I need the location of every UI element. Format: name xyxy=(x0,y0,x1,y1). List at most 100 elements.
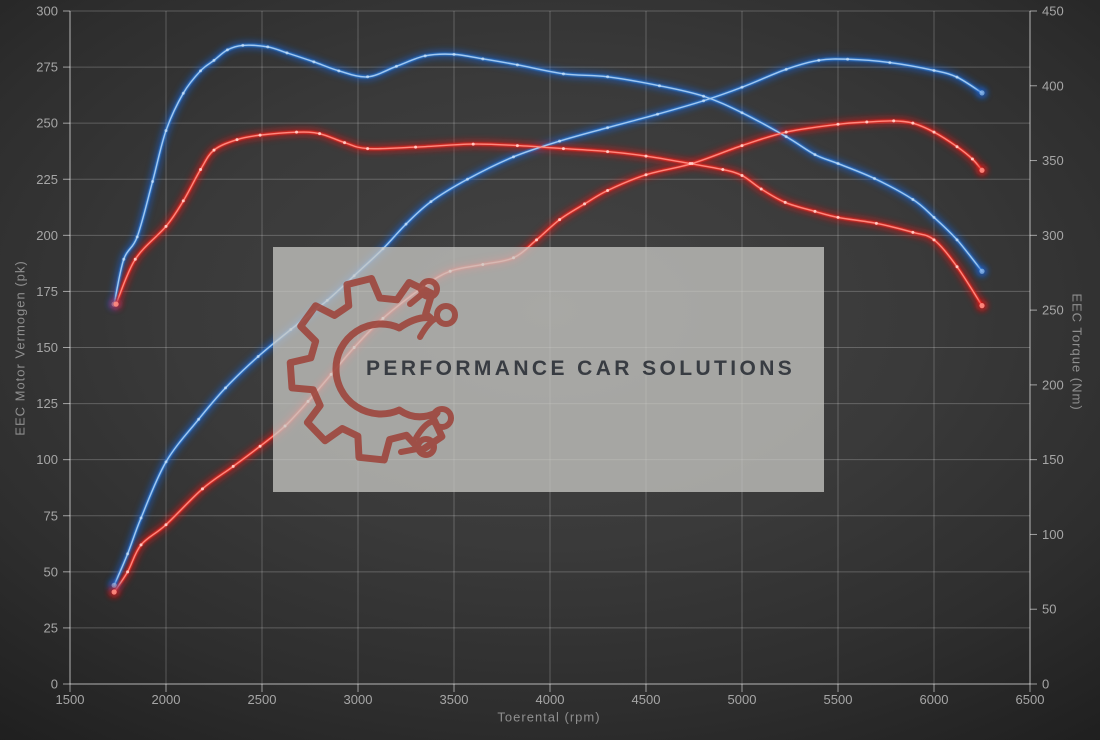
svg-text:25: 25 xyxy=(44,620,58,635)
data-point xyxy=(135,235,139,239)
svg-text:3000: 3000 xyxy=(344,692,373,707)
data-point xyxy=(512,155,516,159)
data-point xyxy=(241,43,245,47)
data-point xyxy=(955,238,959,242)
data-point xyxy=(979,303,985,309)
data-point xyxy=(164,460,168,464)
svg-text:0: 0 xyxy=(1042,677,1049,692)
data-point xyxy=(740,144,744,148)
data-point xyxy=(366,75,370,79)
data-point xyxy=(813,153,817,157)
svg-text:250: 250 xyxy=(36,116,58,131)
data-point xyxy=(133,257,137,261)
axes xyxy=(63,10,1037,692)
data-point xyxy=(932,130,936,134)
data-point xyxy=(225,48,229,52)
data-point xyxy=(644,173,648,177)
svg-text:100: 100 xyxy=(36,452,58,467)
data-point xyxy=(813,209,817,213)
data-point xyxy=(784,67,788,71)
data-point xyxy=(606,150,610,154)
data-point xyxy=(688,162,692,166)
data-point xyxy=(558,139,562,143)
svg-text:300: 300 xyxy=(1042,228,1064,243)
data-point xyxy=(979,268,985,274)
data-point xyxy=(846,57,850,61)
data-point xyxy=(235,138,239,142)
data-point xyxy=(285,51,289,55)
data-point xyxy=(111,589,117,595)
data-point xyxy=(139,516,143,520)
data-point xyxy=(583,202,587,206)
svg-text:200: 200 xyxy=(1042,377,1064,392)
data-point xyxy=(955,265,959,269)
data-point xyxy=(740,111,744,115)
data-point xyxy=(181,199,185,203)
x-axis-title: Toerental (rpm) xyxy=(497,709,601,725)
svg-text:350: 350 xyxy=(1042,153,1064,168)
data-point xyxy=(979,90,985,96)
data-point xyxy=(561,147,565,151)
data-point xyxy=(606,188,610,192)
svg-text:150: 150 xyxy=(36,340,58,355)
data-point xyxy=(759,187,763,191)
data-point xyxy=(122,257,126,261)
data-point xyxy=(212,58,216,62)
data-point xyxy=(465,177,469,181)
svg-text:225: 225 xyxy=(36,172,58,187)
data-point xyxy=(318,132,322,136)
data-point xyxy=(606,126,610,130)
data-point xyxy=(817,58,821,62)
svg-text:175: 175 xyxy=(36,284,58,299)
data-point xyxy=(702,99,706,103)
data-point xyxy=(337,69,341,73)
data-point xyxy=(836,162,840,166)
tick-labels: 0255075100125150175200225250275300050100… xyxy=(36,4,1063,708)
data-point xyxy=(911,230,915,234)
data-point xyxy=(740,85,744,89)
data-point xyxy=(740,174,744,178)
svg-text:0: 0 xyxy=(51,677,58,692)
data-point xyxy=(423,54,427,58)
svg-text:125: 125 xyxy=(36,396,58,411)
watermark-text: PERFORMANCE CAR SOLUTIONS xyxy=(366,357,796,380)
data-point xyxy=(606,75,610,79)
data-point xyxy=(266,45,270,49)
data-point xyxy=(784,135,788,139)
svg-text:400: 400 xyxy=(1042,78,1064,93)
data-point xyxy=(258,444,262,448)
data-point xyxy=(414,145,418,149)
svg-text:2500: 2500 xyxy=(248,692,277,707)
data-point xyxy=(535,238,539,242)
data-point xyxy=(784,130,788,134)
data-point xyxy=(911,197,915,201)
curve-torque-red-core xyxy=(115,131,983,307)
data-point xyxy=(164,224,168,228)
data-point xyxy=(888,61,892,65)
data-point xyxy=(224,386,228,390)
data-point xyxy=(258,133,262,137)
svg-text:4500: 4500 xyxy=(632,692,661,707)
svg-text:50: 50 xyxy=(1042,602,1056,617)
svg-text:150: 150 xyxy=(1042,452,1064,467)
data-point xyxy=(783,200,787,204)
data-point xyxy=(657,84,661,88)
svg-text:5500: 5500 xyxy=(824,692,853,707)
data-point xyxy=(515,63,519,67)
data-point xyxy=(199,168,203,172)
svg-text:50: 50 xyxy=(44,564,58,579)
data-point xyxy=(911,121,915,125)
data-point xyxy=(197,417,201,421)
svg-text:1500: 1500 xyxy=(56,692,85,707)
svg-text:200: 200 xyxy=(36,228,58,243)
data-point xyxy=(955,145,959,149)
data-point xyxy=(979,167,985,173)
data-point xyxy=(200,487,204,491)
data-point xyxy=(471,142,475,146)
data-point xyxy=(932,215,936,219)
data-point xyxy=(561,72,565,76)
data-point xyxy=(515,144,519,148)
data-point xyxy=(836,215,840,219)
data-point xyxy=(702,94,706,98)
